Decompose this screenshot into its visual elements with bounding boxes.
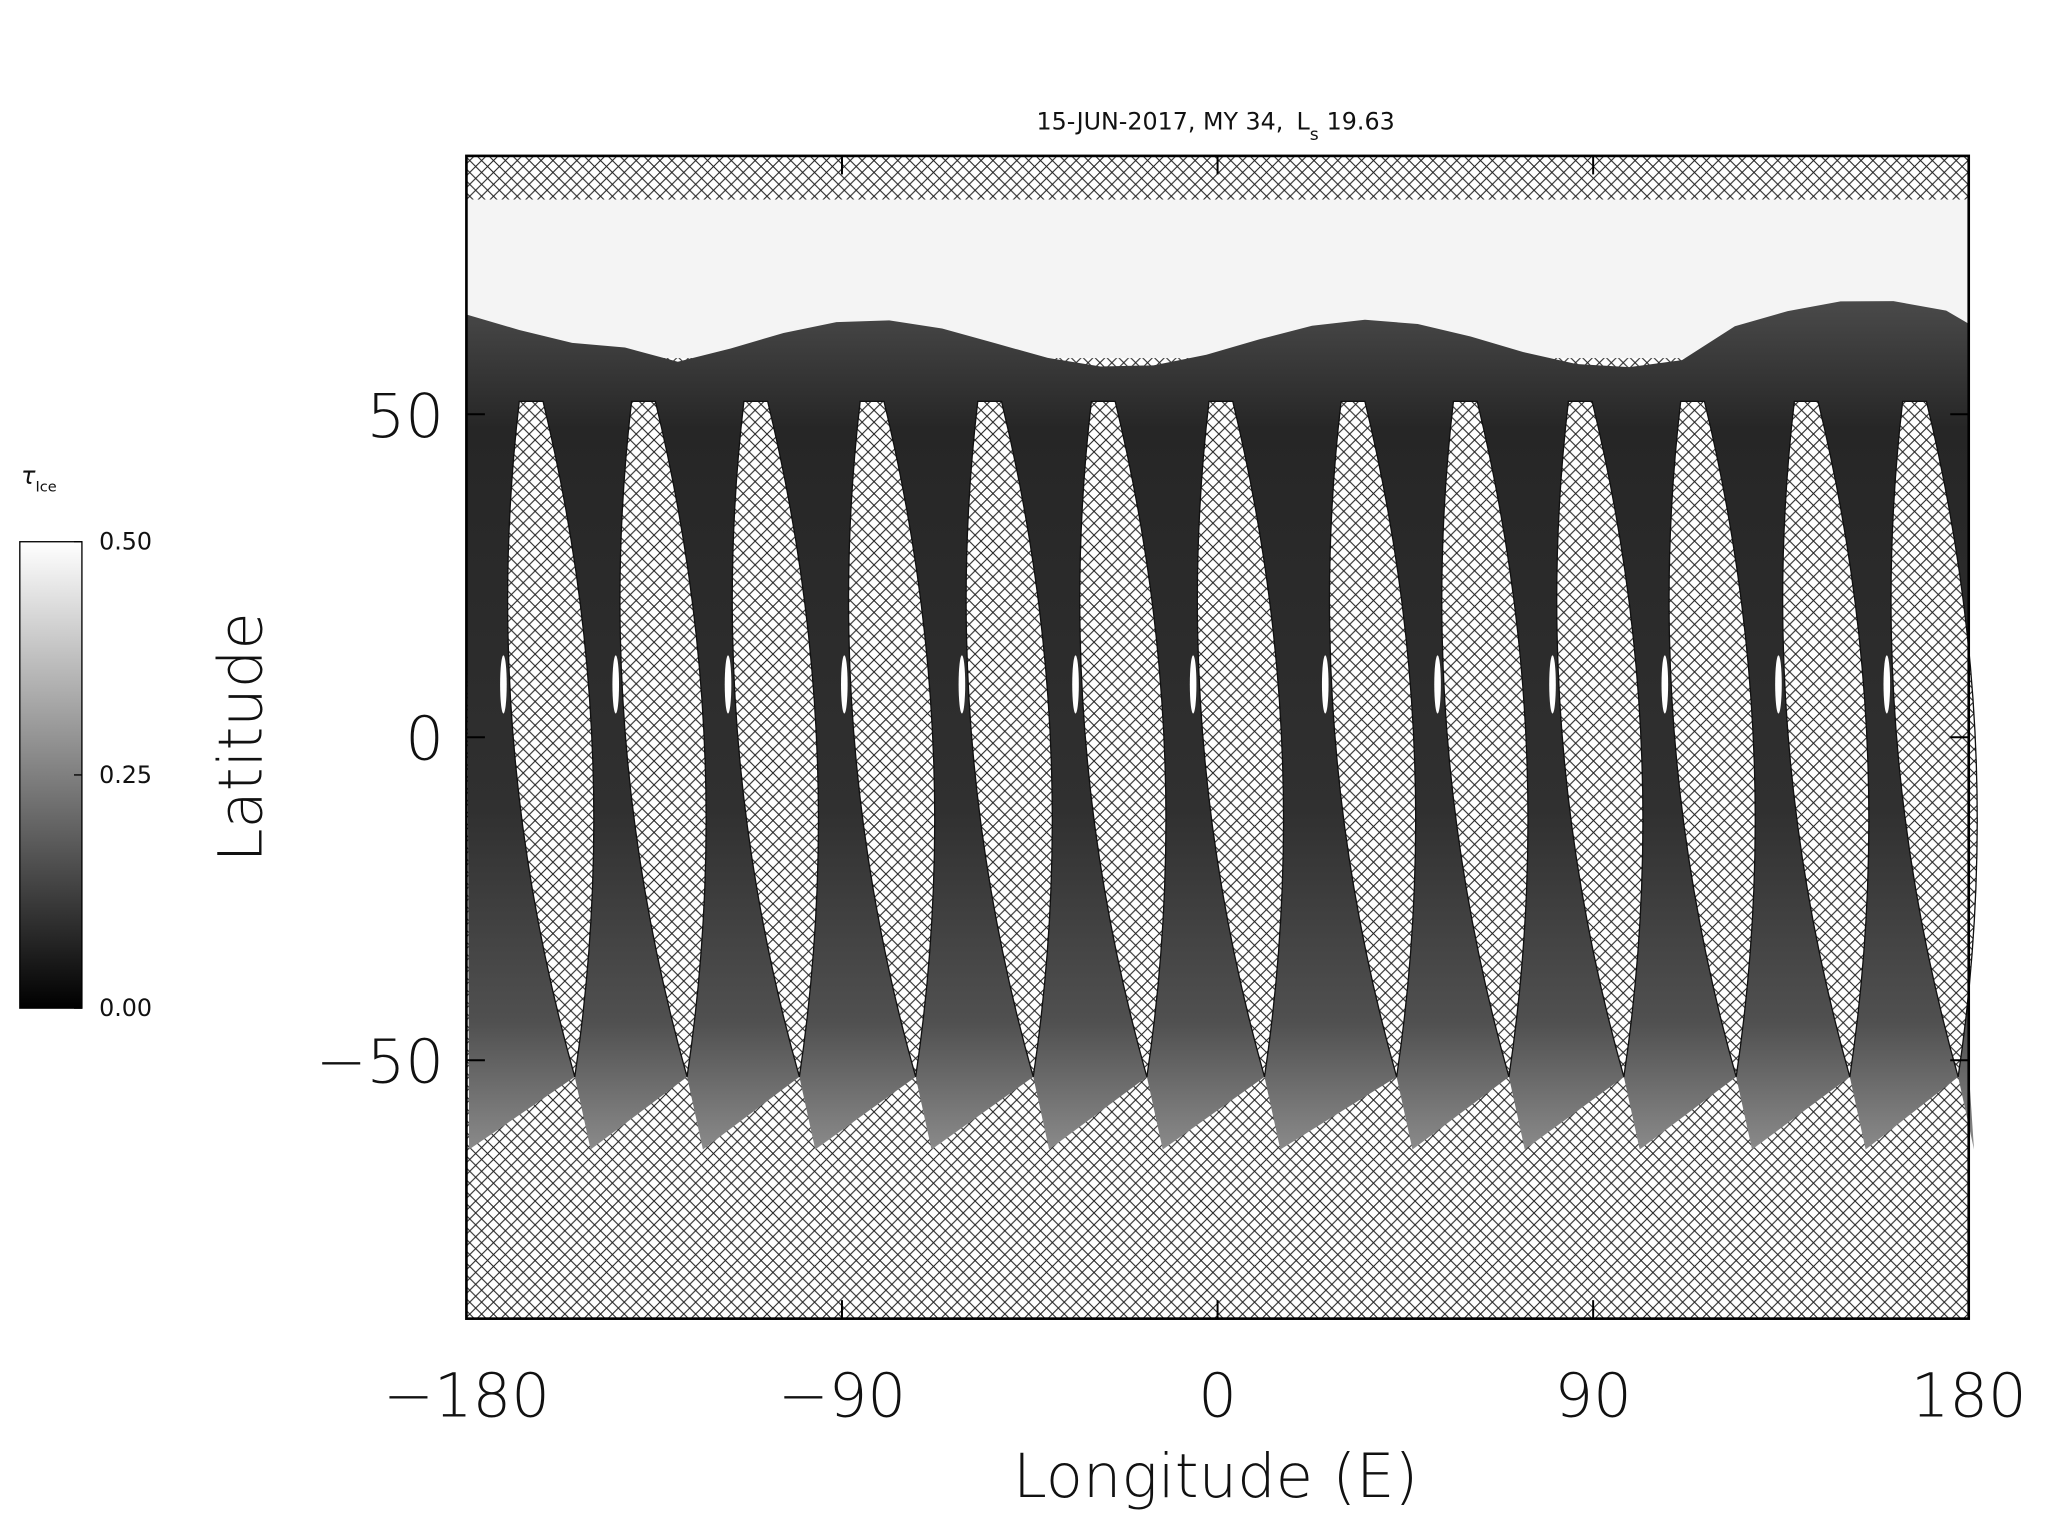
equatorial-slit	[1072, 655, 1079, 714]
swath-gap	[506, 400, 595, 1078]
equatorial-slit	[724, 655, 732, 714]
colorbar-tick-label: 0.25	[99, 761, 152, 789]
x-axis-label: Longitude (E)	[1013, 1442, 1418, 1512]
colorbar-label: τIce	[21, 462, 57, 496]
y-tick-label: 0	[405, 705, 444, 775]
equatorial-slit	[1549, 655, 1556, 714]
swath-gap	[1890, 400, 1978, 1078]
swath-gap	[1441, 400, 1529, 1078]
swath-gap	[1668, 400, 1756, 1078]
equatorial-slit	[958, 655, 966, 714]
swath-gap	[1781, 400, 1870, 1078]
swath-gap	[1079, 400, 1167, 1078]
equatorial-slit	[1775, 655, 1782, 714]
x-tick-label: 90	[1554, 1361, 1631, 1431]
polar-cap	[466, 199, 1969, 359]
x-tick-label: 180	[1911, 1361, 2027, 1431]
x-tick-label: −180	[383, 1361, 550, 1431]
equatorial-slit	[1434, 655, 1441, 714]
colorbar	[19, 541, 83, 1009]
swath-gap	[1196, 400, 1285, 1078]
colorbar-tick-label: 0.00	[99, 994, 152, 1022]
equatorial-slit	[841, 655, 848, 714]
x-tick-label: −90	[778, 1361, 906, 1431]
swath-gap	[731, 400, 820, 1078]
equatorial-slit	[1321, 655, 1329, 714]
swath-gap	[1556, 400, 1644, 1078]
equatorial-slit	[1883, 655, 1891, 714]
y-tick-label: 50	[367, 382, 444, 452]
x-tick-label: 0	[1198, 1361, 1237, 1431]
swath-gap	[847, 400, 936, 1078]
map-area	[465, 154, 1978, 1320]
colorbar-tick-label: 0.50	[99, 528, 152, 556]
chart-title: 15-JUN-2017, MY 34, Ls 19.63	[1036, 107, 1394, 145]
equatorial-slit	[612, 655, 620, 714]
equatorial-slit	[1189, 655, 1197, 714]
swath-gap	[965, 400, 1053, 1078]
equatorial-slit	[1661, 655, 1669, 714]
swath-gap	[619, 400, 707, 1078]
y-tick-label: −50	[316, 1028, 444, 1098]
equatorial-slit	[500, 655, 507, 714]
y-axis-label: Latitude	[207, 612, 277, 862]
swath-gap	[1328, 400, 1417, 1078]
